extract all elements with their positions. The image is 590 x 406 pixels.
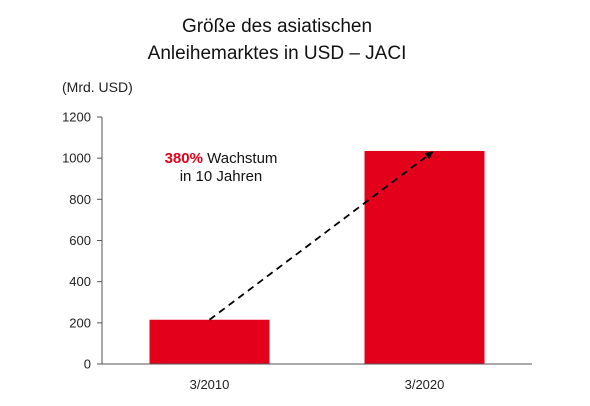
y-tick-label: 1200	[62, 110, 91, 125]
growth-word: Wachstum	[203, 150, 277, 167]
y-axis: 0 200 400 600 800 1000 1200	[62, 110, 103, 372]
growth-annotation-line-2: in 10 Jahren	[180, 168, 263, 185]
x-tick-label: 3/2010	[190, 377, 230, 392]
chart-title-line-1: Größe des asiatischen	[182, 16, 372, 37]
growth-arrow	[208, 151, 434, 321]
unit-label: (Mrd. USD)	[62, 79, 133, 95]
y-tick-label: 200	[69, 315, 91, 330]
growth-annotation-line-1: 380% Wachstum	[165, 150, 278, 167]
bar	[149, 319, 270, 364]
y-tick-label: 1000	[62, 151, 91, 166]
y-tick-label: 400	[69, 274, 91, 289]
y-tick-label: 600	[69, 233, 91, 248]
bar	[364, 150, 485, 364]
bars	[149, 150, 485, 364]
growth-percent: 380%	[165, 150, 203, 167]
y-tick-label: 800	[69, 192, 91, 207]
chart-title-line-2: Anleihemarktes in USD – JACI	[148, 43, 407, 64]
x-tick-label: 3/2020	[405, 377, 445, 392]
y-tick-label: 0	[84, 357, 91, 372]
x-axis: 3/2010 3/2020	[102, 363, 532, 392]
